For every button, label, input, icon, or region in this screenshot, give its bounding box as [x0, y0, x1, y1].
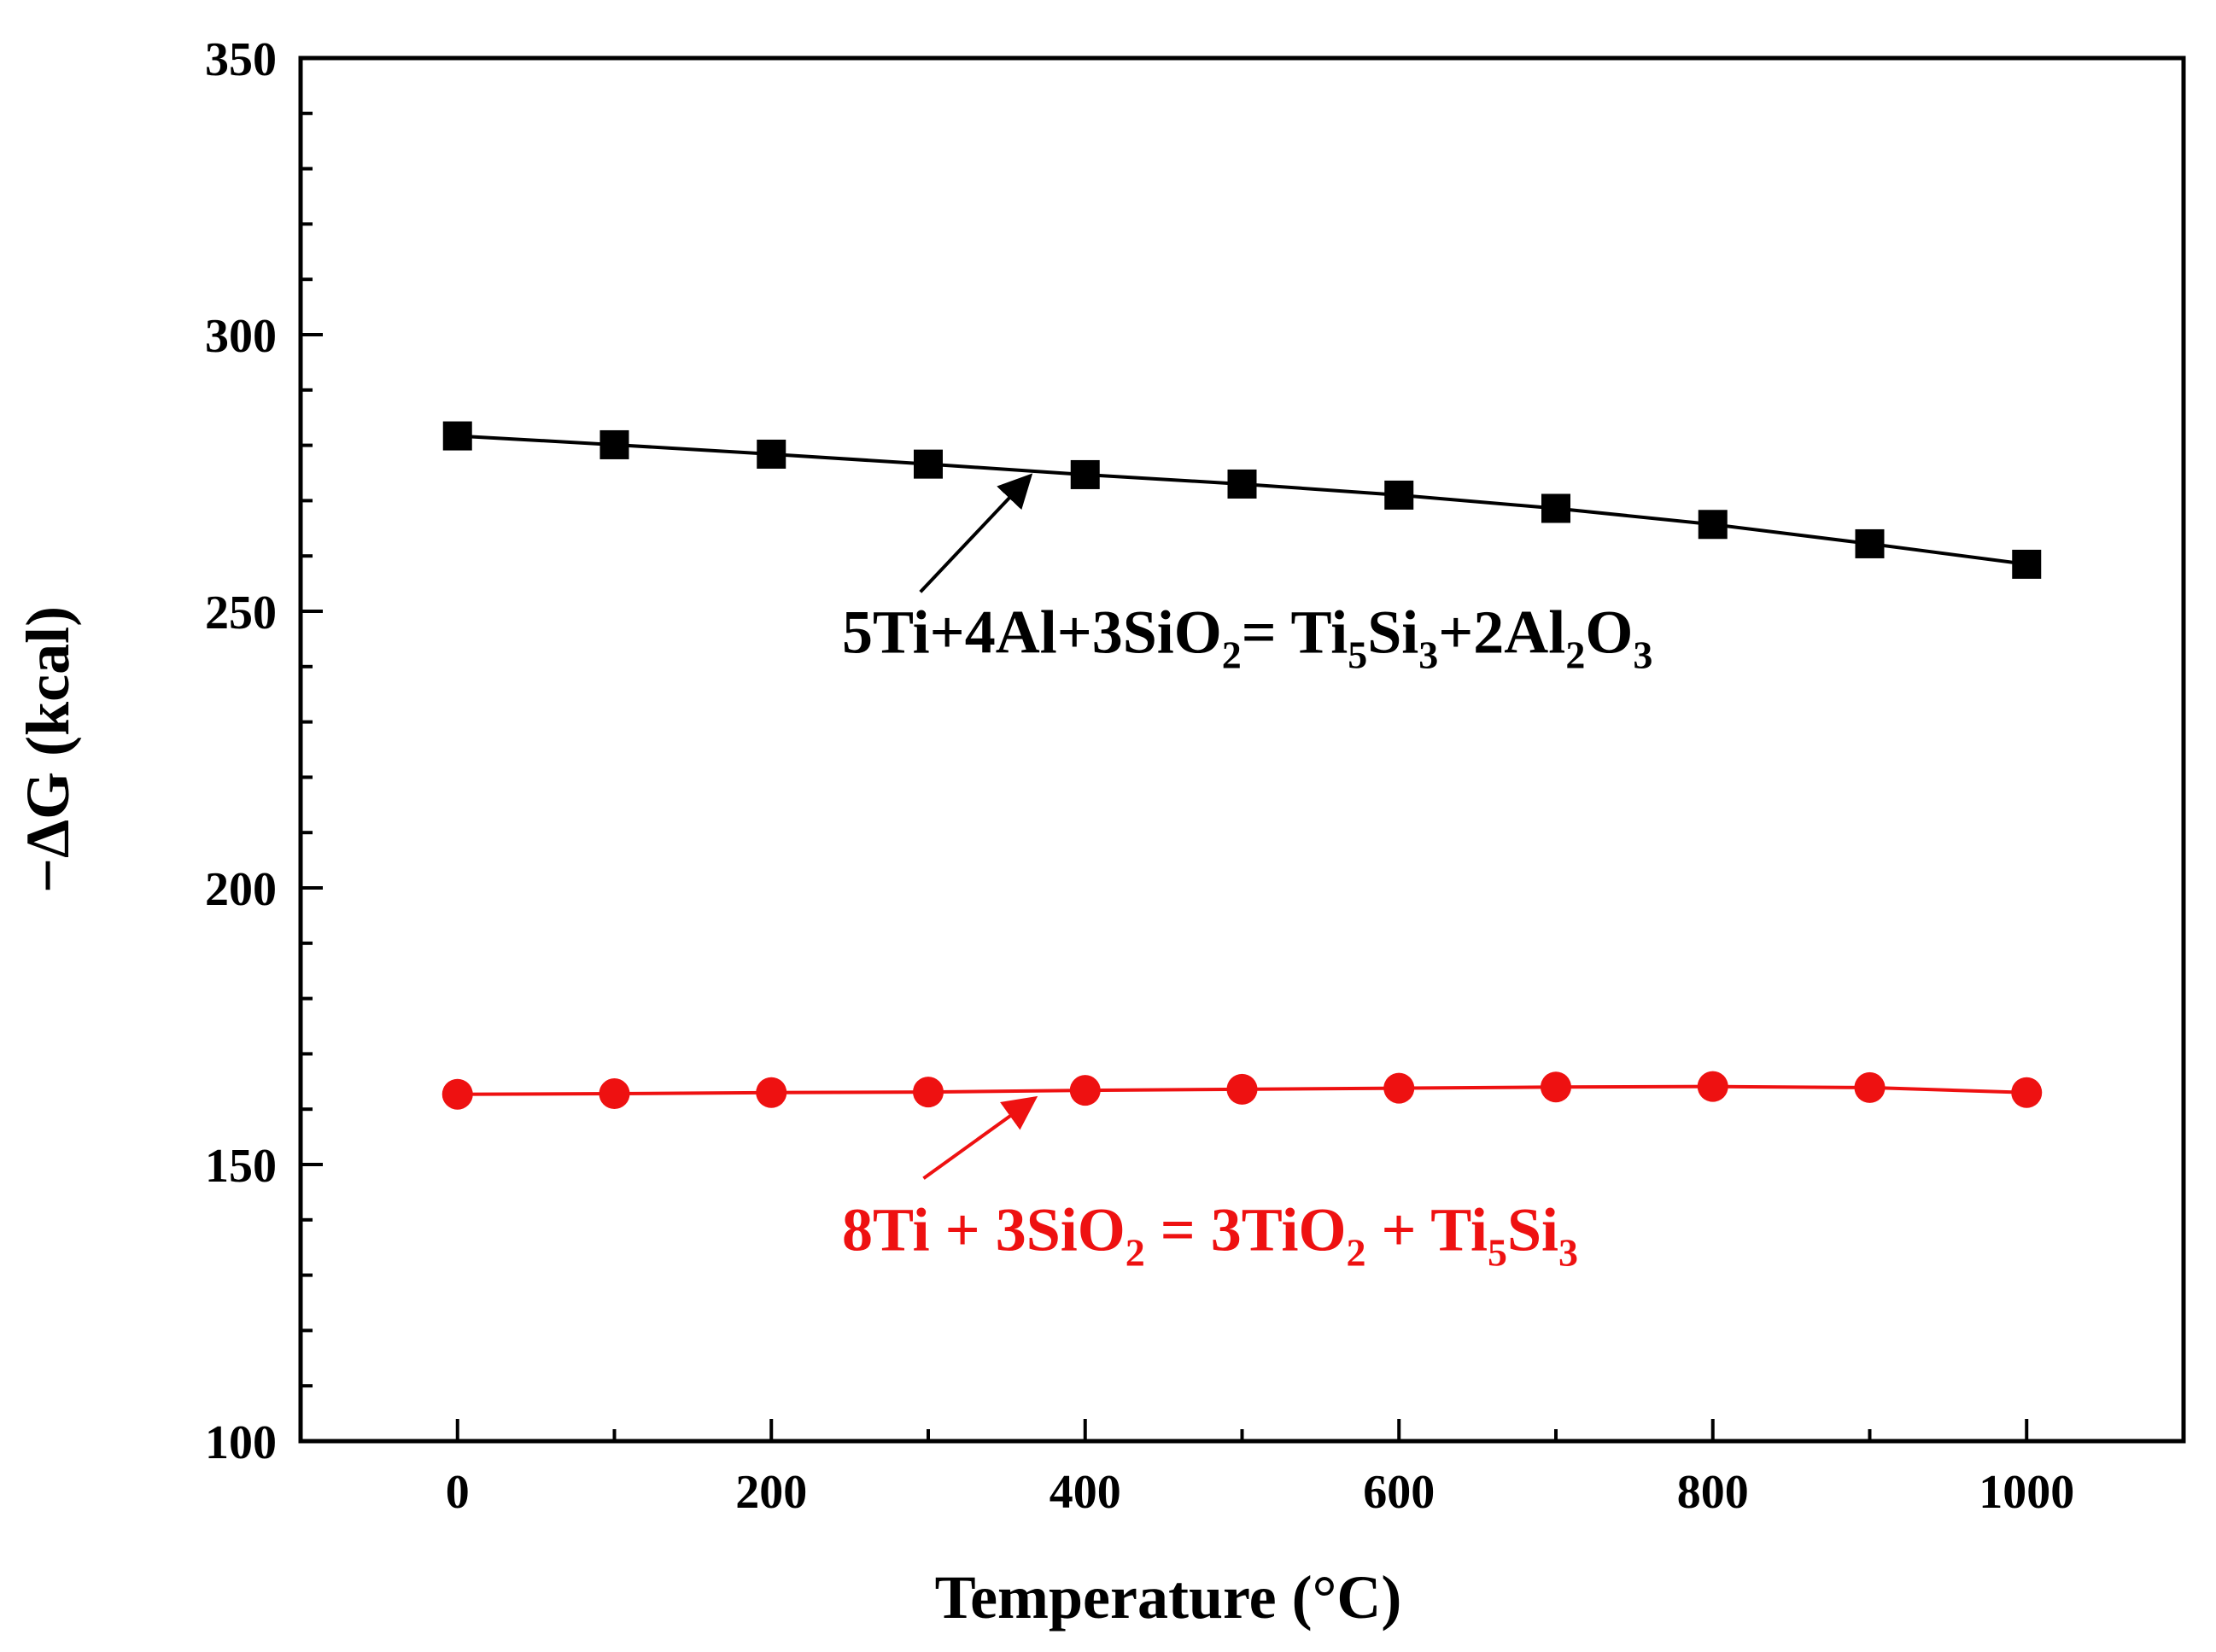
x-tick-label: 800 — [1677, 1466, 1749, 1519]
series-1 — [441, 1071, 2043, 1110]
series — [441, 421, 2043, 1110]
data-point — [756, 1077, 787, 1108]
data-point — [599, 429, 629, 459]
y-tick-label: 350 — [205, 33, 277, 86]
x-tick-label: 600 — [1363, 1466, 1435, 1519]
data-point — [599, 1078, 630, 1110]
y-axis-title: −ΔG (kcal) — [14, 606, 82, 893]
data-point — [1070, 459, 1100, 489]
data-point — [914, 449, 943, 479]
data-point — [913, 1077, 944, 1108]
annotation-label: 5Ti+4Al+3SiO2= Ti5Si3+2Al2O3 — [842, 598, 1652, 677]
annotation-arrow — [919, 473, 1033, 593]
x-tick-label: 1000 — [1979, 1466, 2074, 1519]
data-point — [2012, 549, 2042, 579]
x-tick-label: 0 — [446, 1466, 470, 1519]
annotations: 5Ti+4Al+3SiO2= Ti5Si3+2Al2O3 8Ti + 3SiO2 … — [842, 473, 1652, 1274]
data-point — [1697, 1071, 1728, 1102]
ticks: 0 200 400 600 800 1000 100 150 200 250 300 350 — [205, 33, 2185, 1519]
y-tick-label: 150 — [205, 1140, 277, 1193]
x-axis-title: Temperature (°C) — [935, 1563, 1402, 1632]
annotation-label: 8Ti + 3SiO2 = 3TiO2 + Ti5Si3 — [842, 1195, 1578, 1274]
data-point — [442, 421, 472, 451]
series-0 — [442, 421, 2042, 579]
data-point — [1854, 1071, 1886, 1103]
data-point — [1384, 480, 1414, 510]
data-point — [1226, 1073, 1258, 1105]
annotation-arrow — [922, 1095, 1038, 1180]
x-tick-label: 400 — [1050, 1466, 1121, 1519]
data-point — [1698, 510, 1728, 540]
y-tick-label: 200 — [205, 863, 277, 916]
y-tick-label: 300 — [205, 310, 277, 363]
data-point — [757, 439, 786, 469]
data-point — [441, 1078, 473, 1110]
data-point — [1383, 1072, 1415, 1104]
data-point — [1541, 493, 1570, 523]
y-tick-label: 100 — [205, 1416, 277, 1469]
annotation-0: 5Ti+4Al+3SiO2= Ti5Si3+2Al2O3 — [842, 473, 1652, 677]
data-point — [1541, 1071, 1571, 1103]
data-point — [1069, 1075, 1101, 1106]
series-line — [457, 434, 2027, 566]
y-tick-label: 250 — [205, 587, 277, 639]
data-point — [2011, 1077, 2043, 1108]
annotation-1: 8Ti + 3SiO2 = 3TiO2 + Ti5Si3 — [842, 1095, 1578, 1274]
data-point — [1227, 469, 1257, 499]
data-point — [1855, 528, 1885, 558]
x-tick-label: 200 — [735, 1466, 807, 1519]
